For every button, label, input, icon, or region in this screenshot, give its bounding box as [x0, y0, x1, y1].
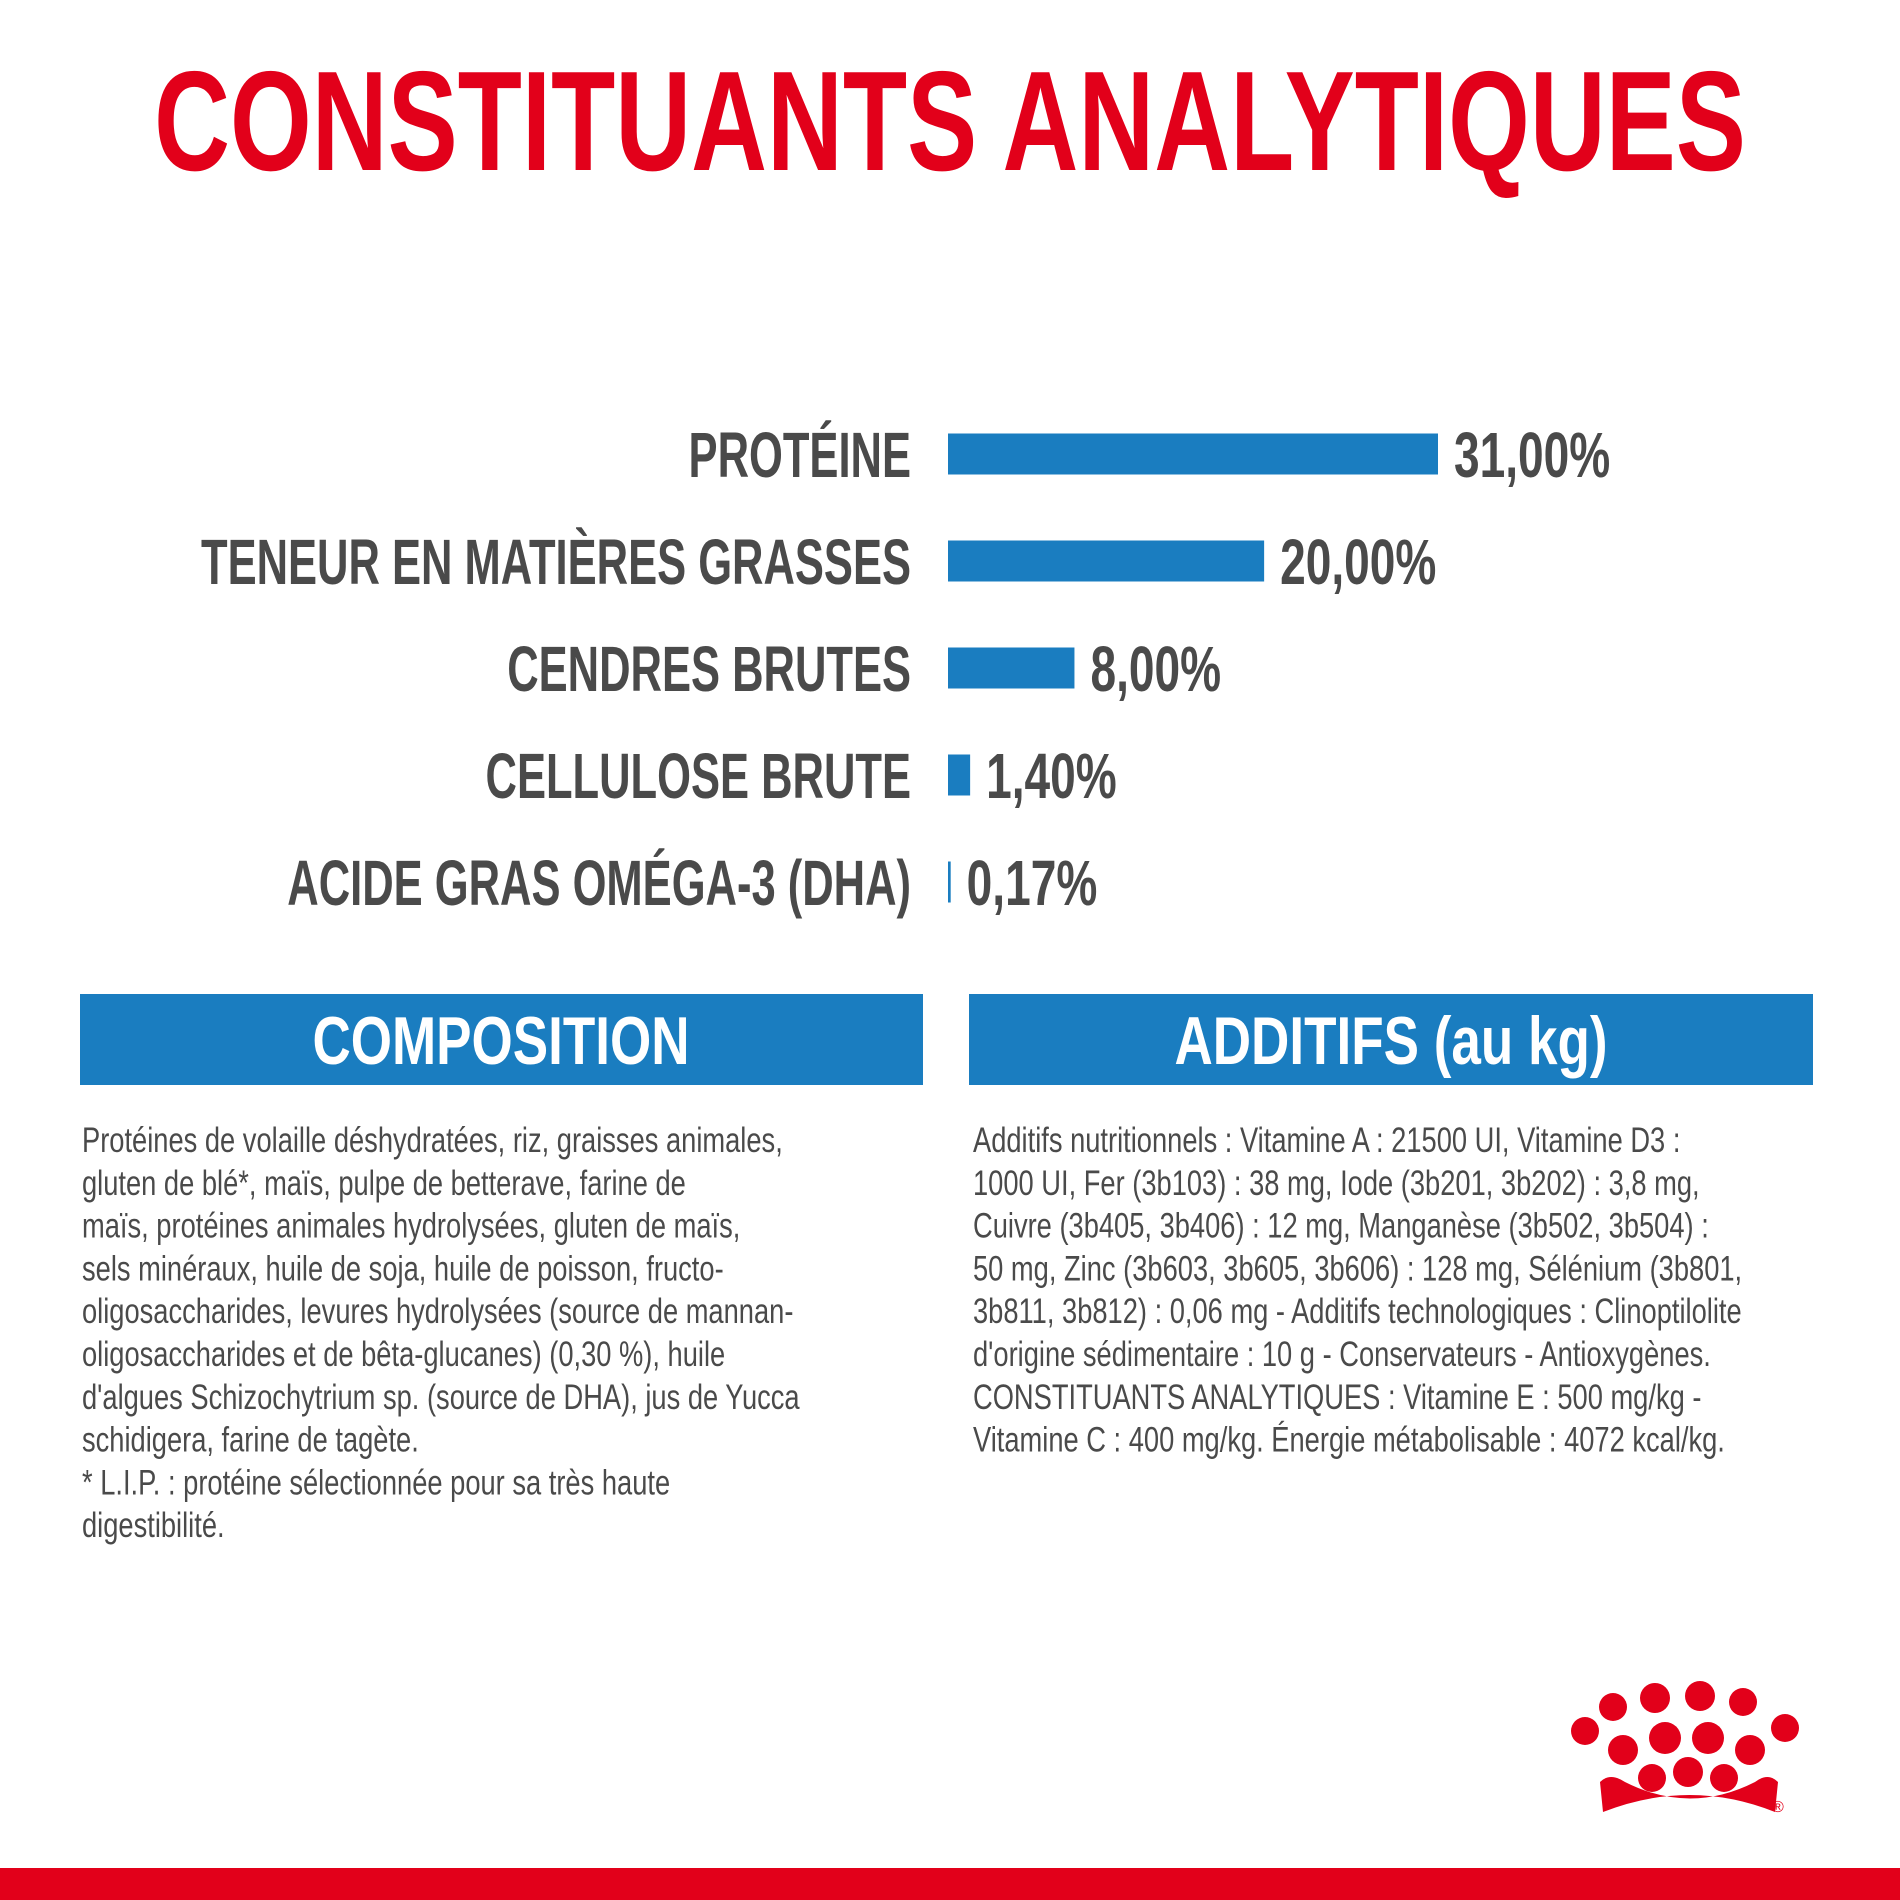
bar: [948, 861, 951, 903]
bottom-strip: [0, 1868, 1900, 1900]
value-label: 20,00%: [1280, 527, 1436, 598]
paragraph-line: sels minéraux, huile de soja, huile de p…: [82, 1249, 724, 1288]
paragraph-line: 1000 UI, Fer (3b103) : 38 mg, Iode (3b20…: [973, 1164, 1700, 1203]
bar: [948, 647, 1075, 689]
category-label: ACIDE GRAS OMÉGA-3 (DHA): [287, 847, 911, 920]
paragraph-line: oligosaccharides, levures hydrolysées (s…: [82, 1292, 793, 1331]
paragraph-line: digestibilité.: [82, 1506, 225, 1545]
paragraph-line: * L.I.P. : protéine sélectionnée pour sa…: [82, 1463, 670, 1502]
paragraph-line: d'algues Schizochytrium sp. (source de D…: [82, 1378, 800, 1417]
section-title: COMPOSITION: [312, 1003, 689, 1079]
composition-header-box: [80, 994, 923, 1085]
paragraph-line: 3b811, 3b812) : 0,06 mg - Additifs techn…: [973, 1292, 1742, 1331]
paragraph-line: CONSTITUANTS ANALYTIQUES : Vitamine E : …: [973, 1378, 1701, 1417]
bar: [948, 540, 1265, 582]
paragraph-line: schidigera, farine de tagète.: [82, 1420, 419, 1459]
category-label: CELLULOSE BRUTE: [486, 740, 911, 813]
paragraph-line: d'origine sédimentaire : 10 g - Conserva…: [973, 1335, 1711, 1374]
category-label: TENEUR EN MATIÈRES GRASSES: [201, 526, 911, 599]
paragraph-line: Protéines de volaille déshydratées, riz,…: [82, 1121, 783, 1160]
chart-title: CONSTITUANTS ANALYTIQUES: [154, 43, 1746, 201]
paragraph-line: gluten de blé*, maïs, pulpe de betterave…: [82, 1164, 686, 1203]
value-label: 8,00%: [1090, 634, 1221, 705]
additifs-header-box: [969, 994, 1813, 1085]
paragraph-line: maïs, protéines animales hydrolysées, gl…: [82, 1206, 740, 1245]
paragraph-line: Cuivre (3b405, 3b406) : 12 mg, Manganèse…: [973, 1206, 1709, 1245]
paragraph-line: Vitamine C : 400 mg/kg. Énergie métaboli…: [973, 1420, 1725, 1459]
logo-crown: [1571, 1681, 1799, 1812]
bar: [948, 433, 1438, 475]
category-label: CENDRES BRUTES: [507, 633, 911, 706]
paragraph-line: oligosaccharides et de bêta-glucanes) (0…: [82, 1335, 725, 1374]
value-label: 31,00%: [1454, 420, 1610, 491]
logo-mark: ®: [1772, 1799, 1784, 1816]
value-label: 0,17%: [967, 848, 1098, 919]
category-label: PROTÉINE: [689, 419, 911, 492]
paragraph-line: Additifs nutritionnels : Vitamine A : 21…: [973, 1121, 1680, 1160]
bar: [948, 754, 971, 796]
paragraph-line: 50 mg, Zinc (3b603, 3b605, 3b606) : 128 …: [973, 1249, 1742, 1288]
section-title: ADDITIFS (au kg): [1174, 1003, 1607, 1079]
value-label: 1,40%: [986, 741, 1117, 812]
